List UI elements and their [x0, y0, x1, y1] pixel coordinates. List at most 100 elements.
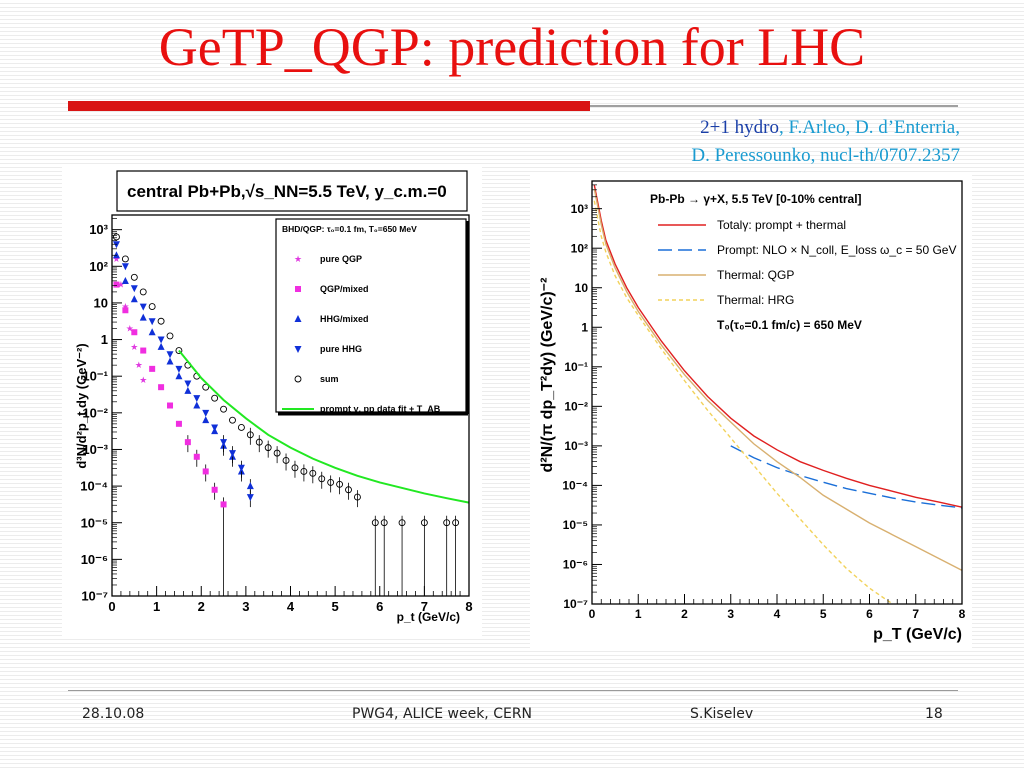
- left-legend-swatch: [294, 315, 302, 322]
- left-series-point-purehhg: [148, 318, 156, 326]
- left-series-point-sum: [282, 457, 290, 464]
- right-y-tick-label: 10²: [571, 241, 588, 255]
- left-legend: [275, 218, 467, 413]
- left-title-box: [116, 170, 468, 212]
- left-y-tick-label: 10⁻²: [82, 405, 108, 420]
- left-series-point-sum: [175, 347, 183, 354]
- left-series-point-qgpmixed: [220, 501, 227, 508]
- left-series-point-purehhg: [166, 351, 174, 359]
- citation-model: 2+1 hydro: [700, 117, 779, 138]
- left-series-point-sum: [452, 519, 460, 527]
- left-series-point-qgpmixed: [122, 307, 129, 314]
- left-x-tick-label: 6: [376, 599, 383, 614]
- left-series-point-purehhg: [228, 450, 236, 458]
- footer-author: S.Kiselev: [690, 706, 754, 722]
- left-chart: ★ ★ ★ ★ ★ ★ ★ 0 1 2 3 4 5 6 7 8 10⁻⁷ 10⁻⁶ 10⁻⁵ 10⁻⁴ 10⁻³ 10⁻…: [74, 170, 473, 624]
- left-series-prompt-line: [178, 349, 470, 504]
- left-series-point-sum: [229, 416, 236, 424]
- right-x-tick-label: 7: [912, 607, 919, 621]
- left-legend-swatch: [294, 375, 302, 383]
- left-series-point-purehhg: [112, 241, 120, 249]
- left-y-tick-label: 10²: [89, 259, 108, 274]
- left-series-point-sum: [166, 332, 174, 340]
- left-series-point-hhgmixed: [157, 342, 165, 350]
- left-series-point-sum: [345, 486, 352, 494]
- right-series-line: [593, 184, 963, 508]
- left-series-point-sum: [246, 431, 254, 439]
- left-series-point-qgpmixed: [140, 347, 147, 354]
- left-series-point-pureqgp: ★: [112, 254, 120, 264]
- left-series-point-sum: [255, 438, 263, 446]
- left-series-point-sum: [420, 519, 428, 527]
- left-y-tick-label: 10⁻¹: [82, 369, 108, 384]
- right-y-tick-label: 10⁻⁵: [563, 518, 588, 532]
- right-x-tick-label: 6: [866, 607, 873, 621]
- right-y-tick-label: 10⁻³: [564, 439, 588, 453]
- left-series-point-hhgmixed: [121, 276, 129, 284]
- left-series-point-sum: [139, 288, 147, 296]
- right-y-tick-label: 1: [581, 320, 588, 334]
- left-series-point-purehhg: [237, 464, 245, 472]
- left-series-point-hhgmixed: [112, 251, 120, 259]
- left-series-point-purehhg: [211, 424, 219, 432]
- left-chart-panel: ★ ★ ★ ★ ★ ★ ★ 0 1 2 3 4 5 6 7 8 10⁻⁷ 10⁻⁶ 10⁻⁵ 10⁻⁴ 10⁻³ 10⁻…: [62, 166, 482, 636]
- left-series-point-purehhg: [220, 439, 228, 447]
- left-series-point-sum: [211, 394, 219, 402]
- left-series-point-hhgmixed: [139, 313, 147, 321]
- left-series-point-pureqgp: ★: [121, 302, 129, 312]
- title-underline: [68, 101, 958, 111]
- left-series-point-sum: [327, 478, 335, 486]
- left-series-point-sum: [220, 405, 228, 413]
- right-x-tick-label: 3: [727, 607, 734, 621]
- left-x-tick-label: 5: [332, 599, 339, 614]
- left-series-point-sum: [202, 383, 210, 391]
- left-series-point-sum: [300, 467, 308, 475]
- left-series-point-sum: [113, 233, 120, 241]
- citation: 2+1 hydro, F.Arleo, D. d’Enterria, D. Pe…: [560, 114, 960, 170]
- left-legend-label: pure HHG: [320, 344, 362, 354]
- left-series-point-pureqgp: ★: [139, 375, 147, 385]
- left-y-tick-label: 10⁻⁴: [80, 479, 108, 494]
- right-y-tick-label: 10⁻⁷: [563, 597, 588, 611]
- left-series-point-hhgmixed: [202, 416, 210, 424]
- left-legend-label: HHG/mixed: [320, 314, 369, 324]
- right-x-tick-label: 8: [959, 607, 966, 621]
- left-series-point-hhgmixed: [166, 357, 174, 365]
- footer-date: 28.10.08: [82, 706, 145, 722]
- right-x-axis-label: p_T (GeV/c): [873, 626, 962, 643]
- left-y-tick-label: 1: [101, 332, 108, 347]
- right-chart: 0 1 2 3 4 5 6 7 8 10⁻⁷ 10⁻⁶ 10⁻⁵ 10⁻⁴ 10⁻³ 10⁻² 10⁻¹ 1 10…: [539, 180, 966, 643]
- left-series-point-pureqgp: ★: [126, 324, 134, 334]
- left-series-point-purehhg: [121, 263, 129, 271]
- left-series-point-sum: [309, 469, 317, 477]
- left-series-point-qgpmixed: [167, 402, 174, 409]
- left-series-point-hhgmixed: [148, 328, 156, 336]
- left-legend-swatch: [294, 346, 302, 353]
- left-series-point-purehhg: [193, 395, 201, 403]
- right-y-tick-label: 10⁻²: [564, 400, 588, 414]
- right-y-tick-label: 10⁻¹: [564, 360, 588, 374]
- left-series-point-qgpmixed: [184, 439, 191, 446]
- right-series-line: [730, 445, 963, 509]
- left-series-point-purehhg: [246, 494, 254, 502]
- citation-authors: , F.Arleo, D. d’Enterria,: [778, 117, 960, 138]
- left-legend-label: sum: [320, 374, 339, 384]
- left-x-tick-label: 7: [421, 599, 428, 614]
- right-chart-title: Pb-Pb → γ+X, 5.5 TeV [0-10% central]: [650, 192, 862, 206]
- left-y-tick-label: 10⁻⁶: [81, 552, 108, 567]
- left-y-tick-label: 10⁻⁵: [81, 515, 108, 530]
- left-series-point-qgpmixed: [158, 384, 165, 391]
- left-legend-label: QGP/mixed: [320, 284, 369, 294]
- right-legend-label: Prompt: NLO × N_coll, E_loss ω_c = 50 Ge…: [717, 243, 956, 257]
- left-series-point-qgpmixed: [149, 365, 156, 372]
- left-series-point-pureqgp: ★: [117, 280, 125, 290]
- left-chart-title: central Pb+Pb,√s_NN=5.5 TeV, y_c.m.=0: [127, 182, 447, 201]
- right-y-tick-label: 10⁻⁶: [563, 558, 588, 572]
- left-series-point-sum: [380, 519, 388, 527]
- left-series-point-sum: [398, 519, 406, 527]
- left-series-point-pureqgp: ★: [130, 342, 138, 352]
- left-series-point-purehhg: [157, 336, 165, 344]
- left-series-point-sum: [264, 444, 272, 452]
- left-x-tick-label: 3: [242, 599, 249, 614]
- right-series-line: [593, 200, 894, 605]
